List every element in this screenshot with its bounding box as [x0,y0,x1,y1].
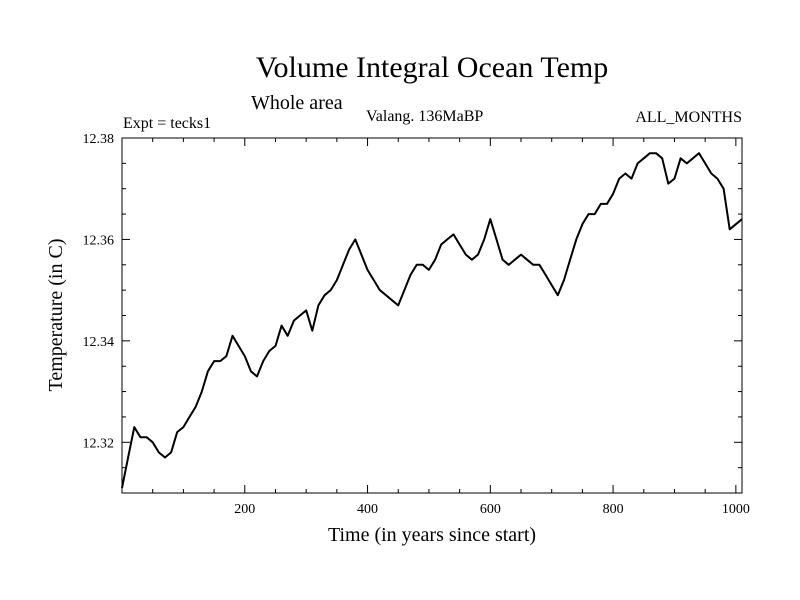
period-label: Valang. 136MaBP [366,108,483,125]
y-tick-label: 12.32 [83,436,115,451]
x-tick-label: 200 [234,502,255,517]
y-tick-labels: 12.32 12.34 12.36 12.38 [83,132,115,451]
chart-subtitle: Whole area [251,92,343,114]
x-tick-label: 800 [603,502,624,517]
chart-title: Volume Integral Ocean Temp [256,51,609,84]
y-tick-label: 12.36 [83,233,115,248]
axis-ticks [122,137,742,494]
x-axis-title: Time (in years since start) [328,524,536,546]
x-tick-label: 600 [480,502,501,517]
expt-label: Expt = tecks1 [123,115,211,132]
x-tick-label: 1000 [722,502,750,517]
plot-frame [121,137,743,494]
series-line [121,152,743,489]
y-tick-label: 12.38 [83,132,115,147]
months-label: ALL_MONTHS [635,109,742,126]
y-axis-title: Temperature (in C) [45,239,67,392]
x-tick-label: 400 [357,502,378,517]
y-tick-label: 12.34 [83,335,115,350]
x-tick-labels: 200 400 600 800 1000 [234,502,750,517]
